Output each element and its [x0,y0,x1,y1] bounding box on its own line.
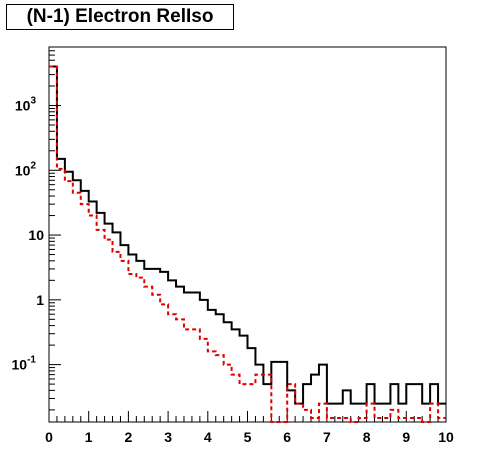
x-tick-label: 8 [363,429,371,445]
x-tick-label: 3 [164,429,172,445]
chart-title: (N-1) Electron RelIso [6,4,234,30]
x-tick-label: 1 [85,429,93,445]
x-tick-label: 9 [402,429,410,445]
x-tick-label: 6 [283,429,291,445]
plot-frame [48,46,447,423]
x-tick-label: 0 [45,429,53,445]
x-tick-label: 2 [125,429,133,445]
chart-title-text: (N-1) Electron RelIso [26,6,214,27]
histogram-red-dashed [49,65,446,423]
y-tick-label: 102 [15,160,37,178]
x-tick-label: 5 [244,429,252,445]
axis-ticks [48,46,447,422]
x-tick-label: 4 [204,429,212,445]
y-tick-label: 103 [15,95,37,113]
x-tick-label: 7 [323,429,331,445]
x-tick-label: 10 [438,429,454,445]
histogram-black-solid [49,65,446,405]
y-tick-label: 1 [36,292,44,308]
series-layer [49,65,446,423]
y-tick-label: 10 [28,227,44,243]
y-tick-label: 10-1 [12,355,37,373]
